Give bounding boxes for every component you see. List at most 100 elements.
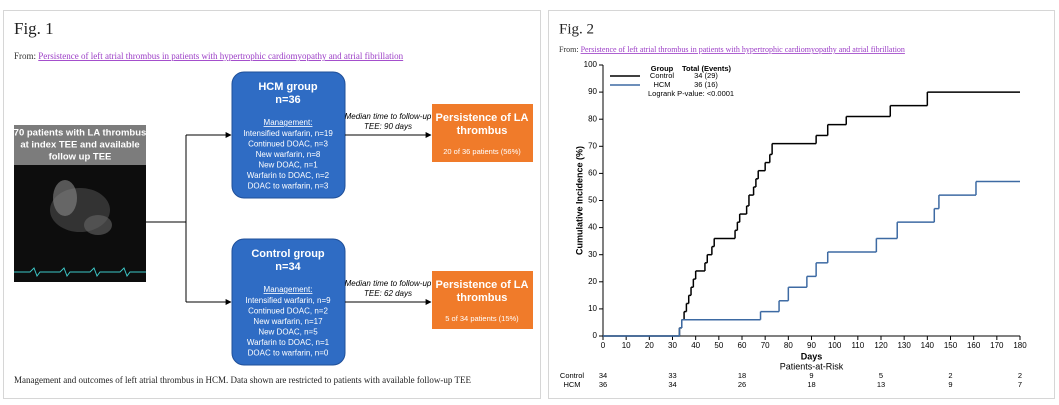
y-tick-label: 60 (588, 169, 597, 178)
outcome-result: 20 of 36 patients (56%) (443, 147, 521, 156)
x-tick-label: 60 (738, 341, 747, 350)
at-risk-title: Patients-at-Risk (780, 361, 844, 371)
management-item: New warfarin, n=8 (256, 150, 321, 159)
from-label: From: (559, 45, 579, 54)
at-risk-value: 9 (809, 371, 813, 380)
at-risk-value: 26 (738, 380, 746, 389)
x-tick-label: 0 (601, 341, 606, 350)
x-tick-label: 70 (761, 341, 770, 350)
at-risk-value: 9 (948, 380, 952, 389)
panel (548, 10, 1055, 399)
x-tick-label: 120 (874, 341, 888, 350)
legend-label: HCM (653, 80, 670, 89)
management-item: Warfarin to DOAC, n=1 (247, 338, 330, 347)
from-label: From: (14, 51, 36, 61)
at-risk-value: 33 (668, 371, 676, 380)
x-axis-title: Days (801, 351, 823, 361)
management-item: Continued DOAC, n=3 (248, 140, 328, 149)
x-tick-label: 160 (967, 341, 981, 350)
connectors (146, 135, 187, 302)
outcome-title: Persistence of LA (436, 279, 529, 291)
legend-total: 36 (16) (694, 80, 718, 89)
annotation: Logrank P-value: <0.0001 (648, 89, 734, 98)
management-label: Management: (264, 285, 313, 294)
x-tick-label: 110 (851, 341, 864, 350)
legend-label: Control (650, 71, 675, 80)
x-tick-label: 30 (668, 341, 677, 350)
y-tick-label: 10 (588, 304, 597, 313)
x-tick-label: 170 (990, 341, 1004, 350)
group-title: Control group (251, 248, 325, 260)
article-link[interactable]: Persistence of left atrial thrombus in p… (581, 45, 905, 54)
management-item: Intensified warfarin, n=9 (245, 296, 331, 305)
group-title: HCM group (258, 81, 318, 93)
at-risk-row-label: Control (560, 371, 585, 380)
x-tick-label: 150 (944, 341, 958, 350)
x-tick-label: 50 (714, 341, 723, 350)
at-risk-value: 2 (1018, 371, 1022, 380)
at-risk-value: 5 (879, 371, 883, 380)
at-risk-value: 7 (1018, 380, 1022, 389)
x-tick-label: 80 (784, 341, 793, 350)
outcome-title: Persistence of LA (436, 112, 529, 124)
legend-header: Group (651, 64, 674, 73)
management-item: DOAC to warfarin, n=0 (248, 349, 329, 358)
source-line: From: Persistence of left atrial thrombu… (559, 45, 905, 54)
management-item: Continued DOAC, n=2 (248, 307, 328, 316)
followup-text: TEE: 62 days (364, 289, 412, 298)
y-tick-label: 30 (588, 250, 597, 259)
chart: 0 10 20 30 40 50 60 70 80 90 100 0 10 20 30 40 50 60 70 80 9… (560, 60, 1027, 389)
x-tick-label: 140 (921, 341, 935, 350)
y-tick-label: 0 (593, 331, 598, 340)
legend-total: 34 (29) (694, 71, 718, 80)
y-tick-label: 40 (588, 223, 597, 232)
management-item: New warfarin, n=17 (253, 317, 323, 326)
x-tick-label: 180 (1013, 341, 1027, 350)
at-risk-value: 34 (599, 371, 607, 380)
management-label: Management: (264, 118, 313, 127)
management-item: DOAC to warfarin, n=3 (248, 182, 329, 191)
at-risk-value: 13 (877, 380, 885, 389)
y-tick-label: 70 (588, 141, 597, 150)
source-line: at index TEE and available (20, 140, 139, 151)
followup-text: Median time to follow-up (345, 112, 432, 121)
y-tick-label: 90 (588, 87, 597, 96)
y-tick-label: 20 (588, 277, 597, 286)
article-link[interactable]: Persistence of left atrial thrombus in p… (38, 51, 403, 61)
followup-text: Median time to follow-up (345, 279, 432, 288)
outcome-result: 5 of 34 patients (15%) (445, 314, 519, 323)
x-tick-label: 90 (807, 341, 816, 350)
outcome-box (432, 104, 533, 162)
outcome-title: thrombus (457, 292, 508, 304)
outcome-title: thrombus (457, 125, 508, 137)
source-line: From: Persistence of left atrial thrombu… (14, 51, 404, 61)
y-axis-title: Cumulative Incidence (%) (574, 146, 584, 255)
y-tick-label: 50 (588, 196, 597, 205)
followup-text: TEE: 90 days (364, 122, 412, 131)
x-tick-label: 40 (691, 341, 700, 350)
y-tick-label: 100 (584, 60, 598, 69)
outcome-box (432, 271, 533, 329)
group-n: n=34 (275, 261, 301, 273)
management-item: Intensified warfarin, n=19 (243, 129, 333, 138)
management-item: Warfarin to DOAC, n=2 (247, 171, 330, 180)
management-item: New DOAC, n=5 (258, 328, 318, 337)
at-risk-value: 18 (738, 371, 746, 380)
at-risk-value: 2 (948, 371, 952, 380)
x-tick-label: 20 (645, 341, 654, 350)
fig-label: Fig. 2 (559, 21, 594, 37)
y-tick-label: 80 (588, 114, 597, 123)
at-risk-value: 18 (807, 380, 815, 389)
fig-label: Fig. 1 (14, 19, 54, 38)
x-tick-label: 10 (622, 341, 631, 350)
caption: Management and outcomes of left atrial t… (14, 375, 471, 385)
group-n: n=36 (275, 94, 300, 106)
x-tick-label: 130 (897, 341, 911, 350)
management-item: New DOAC, n=1 (258, 161, 318, 170)
source-line: follow up TEE (49, 152, 112, 163)
source-line: 70 patients with LA thrombus (14, 128, 147, 139)
at-risk-value: 34 (668, 380, 676, 389)
